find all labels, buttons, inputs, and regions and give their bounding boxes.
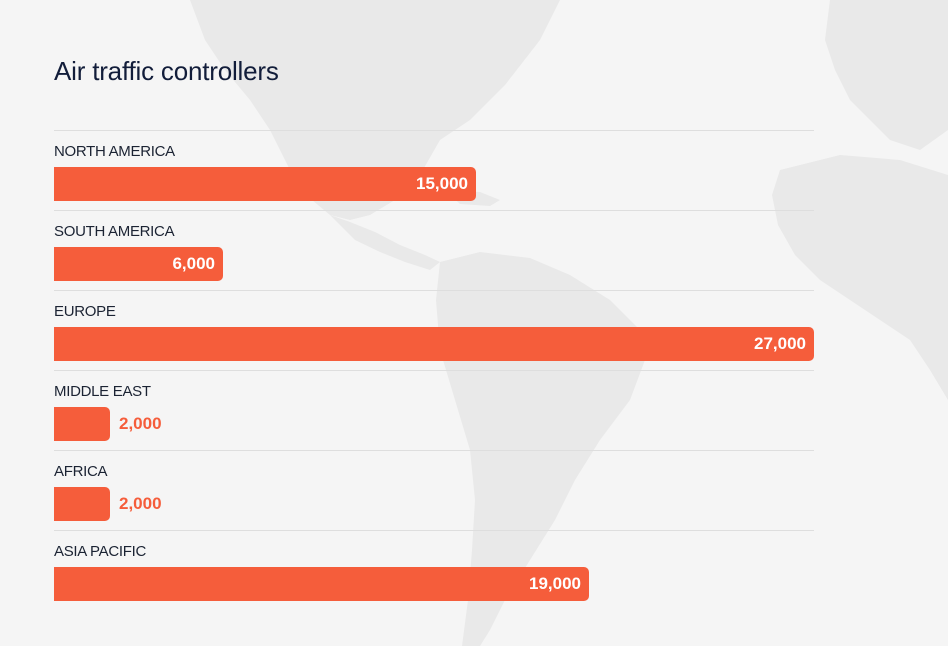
europe-landmass <box>825 0 948 150</box>
category-label: SOUTH AMERICA <box>54 223 175 240</box>
bar <box>54 567 589 601</box>
category-label: EUROPE <box>54 303 116 320</box>
bar-value-label: 2,000 <box>119 414 162 433</box>
africa-landmass <box>772 155 948 400</box>
north-america-landmass <box>190 0 560 220</box>
bar-value-label: 6,000 <box>172 254 215 273</box>
category-label: ASIA PACIFIC <box>54 543 146 560</box>
bar-row: AFRICA 2,000 <box>54 450 814 531</box>
central-america-landmass <box>330 215 440 270</box>
bar-row: SOUTH AMERICA 6,000 <box>54 210 814 291</box>
bar <box>54 487 110 521</box>
category-label: MIDDLE EAST <box>54 383 151 400</box>
bar <box>54 167 476 201</box>
bar-value-label: 19,000 <box>529 574 581 593</box>
chart-title: Air traffic controllers <box>54 56 279 86</box>
bar-value-label: 2,000 <box>119 494 162 513</box>
bar <box>54 247 223 281</box>
bar-value-label: 27,000 <box>754 334 806 353</box>
category-label: AFRICA <box>54 463 108 480</box>
bar-row: NORTH AMERICA 15,000 <box>54 130 814 211</box>
bar-row: ASIA PACIFIC 19,000 <box>54 530 814 611</box>
bar-value-label: 15,000 <box>416 174 468 193</box>
bar <box>54 327 814 361</box>
bar-row: MIDDLE EAST 2,000 <box>54 370 814 451</box>
bar-row: EUROPE 27,000 <box>54 290 814 371</box>
bar <box>54 407 110 441</box>
bar-chart: Air traffic controllers NORTH AMERICA 15,… <box>54 0 814 646</box>
category-label: NORTH AMERICA <box>54 143 175 160</box>
